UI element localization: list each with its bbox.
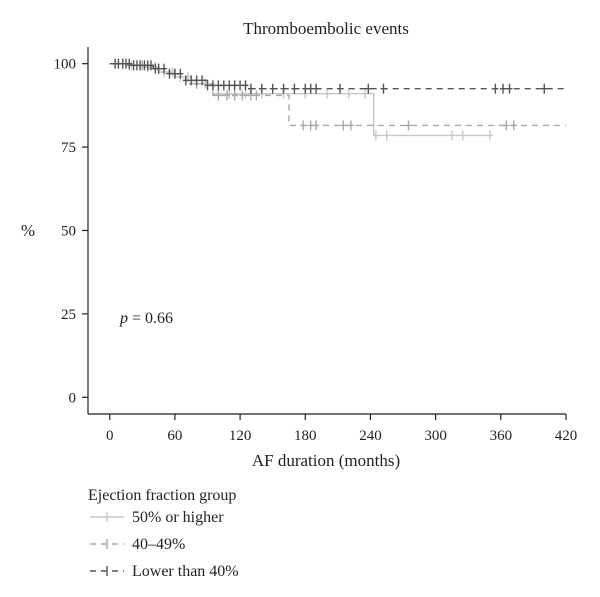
legend-title: Ejection fraction group — [88, 487, 236, 504]
y-axis-label: % — [21, 221, 35, 240]
censor-mark-50-or-higher — [242, 88, 249, 99]
censor-mark-lower-than-40 — [302, 83, 309, 94]
x-tick-label: 240 — [359, 428, 382, 444]
y-tick-label: 25 — [61, 307, 76, 323]
censor-mark-50-or-higher — [383, 130, 390, 141]
x-tick-label: 360 — [490, 428, 513, 444]
censor-mark-lower-than-40 — [148, 60, 155, 71]
censor-mark-lower-than-40 — [237, 80, 244, 91]
plot-area: 0 25 50 75 100 0 60 120 180 240 300 360 420 — [54, 47, 578, 444]
censor-mark-50-or-higher — [372, 130, 379, 141]
y-tick-label: 100 — [54, 57, 77, 73]
censor-mark-lower-than-40 — [280, 83, 287, 94]
censor-mark-50-or-higher — [362, 88, 369, 99]
x-tick-label: 0 — [106, 428, 114, 444]
censor-mark-50-or-higher — [486, 130, 493, 141]
censor-mark-lower-than-40 — [365, 83, 372, 94]
censor-mark-lower-than-40 — [155, 63, 162, 74]
censor-mark-50-or-higher — [345, 88, 352, 99]
censor-mark-40-49 — [215, 90, 222, 101]
censor-mark-lower-than-40 — [204, 80, 211, 91]
y-tick-label: 50 — [61, 224, 76, 240]
x-tick-label: 180 — [294, 428, 317, 444]
censor-mark-lower-than-40 — [231, 80, 238, 91]
x-tick-label: 420 — [555, 428, 578, 444]
legend-label-50-or-higher: 50% or higher — [132, 509, 224, 526]
series-line-50-or-higher — [109, 62, 490, 137]
censor-mark-lower-than-40 — [506, 83, 513, 94]
censor-mark-lower-than-40 — [492, 83, 499, 94]
y-tick-label: 0 — [69, 390, 77, 406]
censor-mark-lower-than-40 — [188, 75, 195, 86]
censor-mark-lower-than-40 — [209, 80, 216, 91]
censor-mark-lower-than-40 — [499, 83, 506, 94]
censor-mark-lower-than-40 — [258, 83, 265, 94]
legend-label-40-49: 40–49% — [132, 536, 185, 553]
censor-mark-50-or-higher — [448, 130, 455, 141]
censor-mark-lower-than-40 — [337, 83, 344, 94]
x-axis-label: AF duration (months) — [252, 451, 400, 470]
x-tick-label: 120 — [229, 428, 252, 444]
censor-mark-40-49 — [510, 120, 517, 131]
censor-mark-lower-than-40 — [199, 75, 206, 86]
censor-mark-40-49 — [347, 120, 354, 131]
censor-mark-40-49 — [503, 120, 510, 131]
chart-title: Thromboembolic events — [243, 19, 409, 38]
censor-mark-lower-than-40 — [220, 80, 227, 91]
censor-mark-lower-than-40 — [166, 68, 173, 79]
censor-mark-lower-than-40 — [182, 75, 189, 86]
censor-mark-50-or-higher — [324, 88, 330, 99]
censor-mark-40-49 — [405, 120, 412, 131]
censor-mark-lower-than-40 — [215, 80, 222, 91]
censor-mark-40-49 — [239, 90, 246, 101]
censor-mark-40-49 — [224, 90, 231, 101]
censor-mark-lower-than-40 — [380, 83, 387, 94]
censor-mark-lower-than-40 — [247, 83, 254, 94]
y-tick-label: 75 — [61, 140, 76, 156]
legend-label-lower-than-40: Lower than 40% — [132, 563, 239, 580]
censor-mark-40-49 — [340, 120, 347, 131]
censor-mark-lower-than-40 — [226, 80, 233, 91]
p-value-annotation: p = 0.66 — [119, 310, 173, 327]
censor-mark-40-49 — [231, 90, 238, 101]
censor-mark-lower-than-40 — [307, 83, 314, 94]
censor-mark-lower-than-40 — [126, 58, 133, 69]
censor-mark-lower-than-40 — [541, 83, 548, 94]
legend: Ejection fraction group 50% or higher 40–… — [88, 487, 239, 580]
censor-mark-lower-than-40 — [171, 68, 178, 79]
censor-mark-40-49 — [313, 120, 320, 131]
censor-mark-40-49 — [300, 120, 307, 131]
censor-mark-lower-than-40 — [177, 68, 184, 79]
x-tick-label: 60 — [167, 428, 182, 444]
series-line-40-49 — [109, 62, 566, 127]
censor-mark-50-or-higher — [459, 130, 466, 141]
p-value-symbol: p — [119, 310, 128, 327]
censor-mark-lower-than-40 — [291, 83, 298, 94]
series-line-lower-than-40 — [109, 62, 566, 90]
censor-mark-lower-than-40 — [161, 63, 168, 74]
p-value-text: = 0.66 — [128, 310, 173, 327]
censor-mark-lower-than-40 — [313, 83, 320, 94]
censor-mark-40-49 — [253, 90, 260, 101]
censor-mark-lower-than-40 — [269, 83, 276, 94]
x-tick-label: 300 — [424, 428, 447, 444]
censor-mark-lower-than-40 — [242, 80, 249, 91]
censor-mark-40-49 — [307, 120, 314, 131]
censor-mark-lower-than-40 — [193, 75, 200, 86]
